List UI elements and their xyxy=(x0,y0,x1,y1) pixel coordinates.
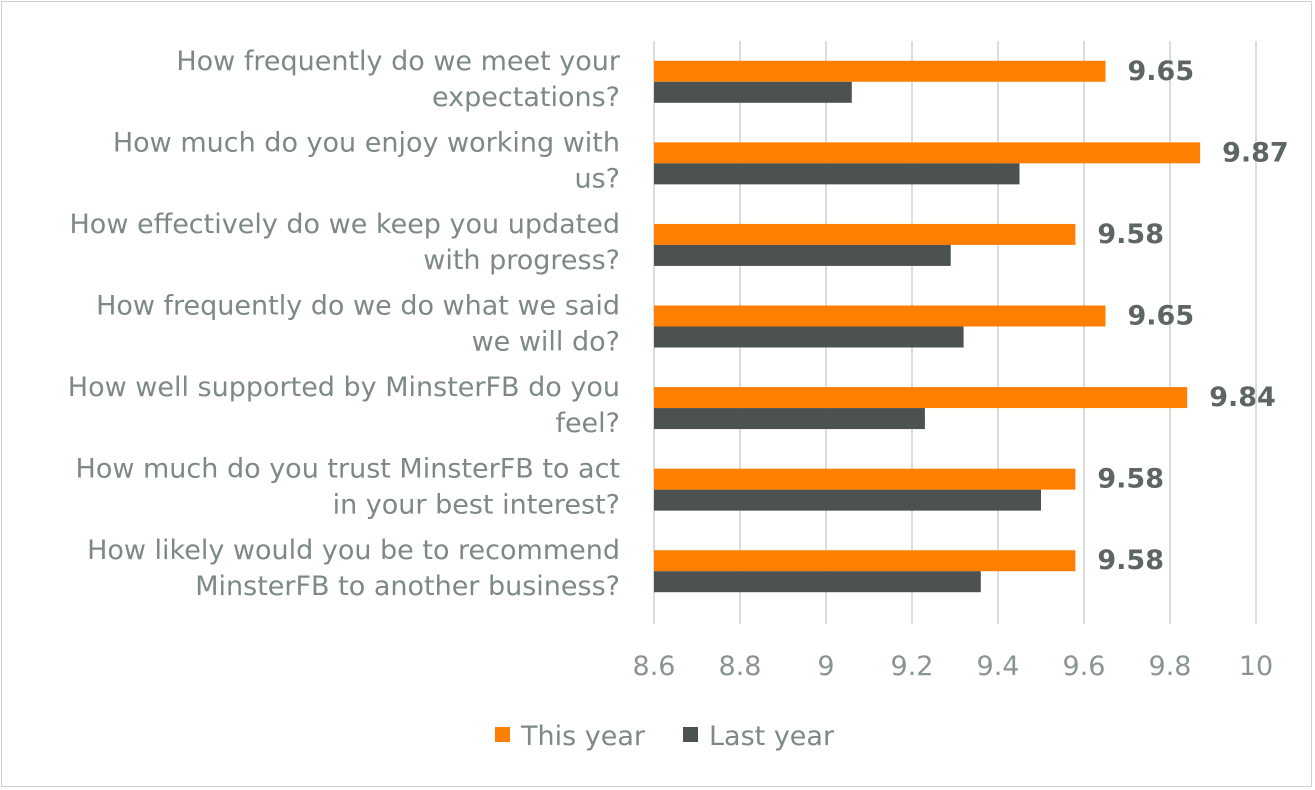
x-tick-label: 8.8 xyxy=(719,651,762,682)
category-label: How much do you trust MinsterFB to act xyxy=(76,454,620,485)
bar-last-year xyxy=(654,326,964,348)
x-tick-label: 9 xyxy=(817,651,834,682)
category-label: MinsterFB to another business? xyxy=(195,571,620,602)
category-label: with progress? xyxy=(423,245,620,276)
category-label: us? xyxy=(574,163,620,194)
x-tick-label: 9.4 xyxy=(977,651,1020,682)
data-label: 9.58 xyxy=(1097,219,1164,250)
legend-label: This year xyxy=(520,721,646,752)
bar-last-year xyxy=(654,571,981,593)
category-label: How frequently do we meet your xyxy=(176,46,621,77)
legend-swatch-this-year xyxy=(495,727,510,742)
data-label: 9.58 xyxy=(1097,545,1164,576)
x-tick-label: 8.6 xyxy=(633,651,676,682)
x-tick-label: 9.2 xyxy=(891,651,934,682)
bar-this-year xyxy=(654,60,1106,82)
x-tick-label: 10 xyxy=(1239,651,1273,682)
category-label: we will do? xyxy=(472,327,620,358)
category-label: How well supported by MinsterFB do you xyxy=(68,372,620,403)
bar-last-year xyxy=(654,81,852,103)
category-label: expectations? xyxy=(432,82,620,113)
data-label: 9.65 xyxy=(1128,56,1195,87)
category-label: How much do you enjoy working with xyxy=(113,127,620,158)
data-label: 9.58 xyxy=(1097,464,1164,495)
category-label: How frequently do we do what we said xyxy=(96,291,620,322)
category-label: in your best interest? xyxy=(333,490,620,521)
legend-swatch-last-year xyxy=(683,727,698,742)
bar-this-year xyxy=(654,468,1076,490)
bar-this-year xyxy=(654,305,1106,327)
data-label: 9.65 xyxy=(1128,301,1195,332)
bar-last-year xyxy=(654,163,1020,185)
category-label: How likely would you be to recommend xyxy=(87,535,620,566)
x-tick-label: 9.6 xyxy=(1063,651,1106,682)
bar-this-year xyxy=(654,387,1188,409)
bar-this-year xyxy=(654,550,1076,572)
bar-last-year xyxy=(654,244,951,266)
bar-last-year xyxy=(654,408,925,430)
legend-label: Last year xyxy=(709,721,835,752)
bar-this-year xyxy=(654,142,1201,164)
category-label: feel? xyxy=(555,408,620,439)
data-label: 9.84 xyxy=(1209,382,1276,413)
data-label: 9.87 xyxy=(1222,137,1289,168)
x-tick-label: 9.8 xyxy=(1149,651,1192,682)
bar-last-year xyxy=(654,489,1041,511)
category-label: How effectively do we keep you updated xyxy=(70,209,621,240)
bar-this-year xyxy=(654,223,1076,245)
